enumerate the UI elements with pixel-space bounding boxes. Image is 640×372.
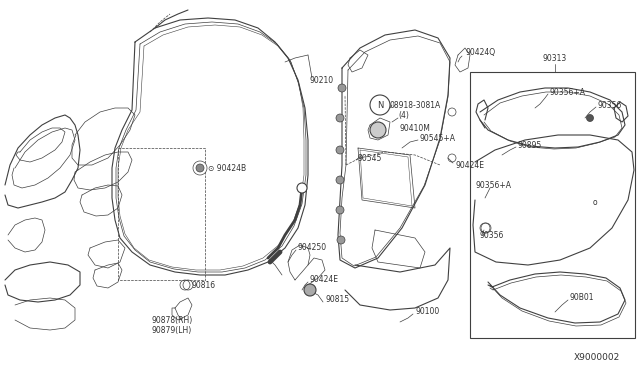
Circle shape <box>370 122 386 138</box>
Text: 90100: 90100 <box>415 308 439 317</box>
Circle shape <box>370 95 390 115</box>
Text: X9000002: X9000002 <box>573 353 620 362</box>
Text: 90410M: 90410M <box>400 124 431 132</box>
Text: 90878(RH): 90878(RH) <box>152 315 193 324</box>
Circle shape <box>338 84 346 92</box>
Text: 90210: 90210 <box>310 76 334 84</box>
Text: N: N <box>377 100 383 109</box>
Bar <box>470 72 635 338</box>
Circle shape <box>336 176 344 184</box>
Text: 90816: 90816 <box>192 280 216 289</box>
Text: 90356: 90356 <box>598 100 622 109</box>
Text: 90313: 90313 <box>543 54 567 62</box>
Text: (4): (4) <box>398 110 409 119</box>
Text: 90356+A: 90356+A <box>550 87 586 96</box>
Circle shape <box>336 146 344 154</box>
Text: 90424Q: 90424Q <box>465 48 495 57</box>
Text: 904250: 904250 <box>298 244 327 253</box>
Text: 90424E: 90424E <box>310 276 339 285</box>
Text: 08918-3081A: 08918-3081A <box>390 100 441 109</box>
Text: 90879(LH): 90879(LH) <box>152 326 192 334</box>
Text: 90545+A: 90545+A <box>420 134 456 142</box>
Circle shape <box>337 236 345 244</box>
Text: 90545: 90545 <box>358 154 382 163</box>
Text: 90B01: 90B01 <box>570 294 595 302</box>
Text: ⊙ 90424B: ⊙ 90424B <box>208 164 246 173</box>
Circle shape <box>304 284 316 296</box>
Circle shape <box>193 161 207 175</box>
Circle shape <box>297 183 307 193</box>
Text: 90815: 90815 <box>325 295 349 305</box>
Circle shape <box>336 114 344 122</box>
Text: 90895: 90895 <box>518 141 542 150</box>
Circle shape <box>336 206 344 214</box>
Circle shape <box>196 164 204 172</box>
Text: o: o <box>593 198 597 206</box>
Text: 90356: 90356 <box>480 231 504 240</box>
Text: 90356+A: 90356+A <box>476 180 512 189</box>
Text: 90424E: 90424E <box>455 160 484 170</box>
Circle shape <box>586 115 593 122</box>
